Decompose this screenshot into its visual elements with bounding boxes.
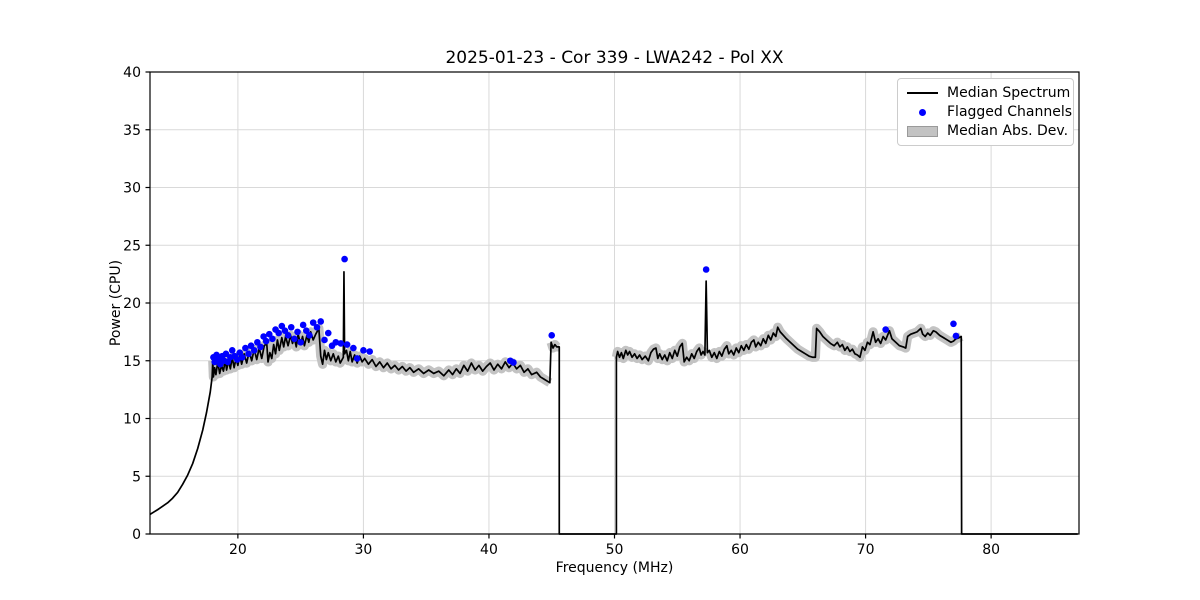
y-tick-label: 40 — [123, 65, 141, 81]
flagged-channel-dot — [250, 347, 258, 354]
flagged-channel-dot — [548, 332, 556, 339]
flagged-channel-dot — [284, 332, 292, 339]
flagged-channel-dot — [275, 329, 282, 337]
flagged-channel-dot — [262, 337, 270, 345]
legend-item-median-spectrum: Median Spectrum — [907, 85, 1070, 101]
flagged-channel-dot — [313, 323, 321, 331]
y-tick-label: 5 — [132, 469, 141, 485]
flagged-channel-dot — [360, 347, 367, 354]
legend-item-median-abs-dev: Median Abs. Dev. — [907, 123, 1068, 139]
x-tick-label: 20 — [229, 542, 247, 558]
legend-marker-sample — [919, 108, 926, 116]
x-tick-label: 70 — [857, 542, 875, 558]
x-tick-label: 80 — [982, 542, 1000, 558]
y-axis-label: Power (CPU) — [108, 259, 124, 347]
flagged-channel-dot — [321, 336, 328, 344]
flagged-channel-dot — [247, 342, 255, 350]
flagged-channel-dot — [343, 341, 351, 348]
y-tick-label: 30 — [123, 181, 141, 197]
legend-marker-sample-wrap — [907, 104, 938, 120]
flagged-channel-dot — [332, 338, 340, 346]
x-tick-label: 30 — [355, 542, 373, 558]
legend-patch-sample — [907, 125, 938, 137]
flagged-channel-dot — [337, 340, 345, 347]
legend-label: Flagged Channels — [947, 104, 1073, 120]
flagged-channel-dot — [950, 320, 957, 328]
flagged-channel-dot — [510, 359, 517, 366]
flagged-channel-dot — [265, 330, 273, 338]
x-axis-label: Frequency (MHz) — [555, 560, 674, 576]
flagged-channel-dot — [294, 328, 301, 336]
flagged-channel-dot — [238, 353, 246, 361]
y-tick-label: 10 — [123, 412, 141, 428]
flagged-channel-dot — [882, 326, 889, 333]
y-tick-label: 25 — [123, 238, 141, 254]
flagged-channel-dot — [287, 323, 295, 331]
flagged-channel-dot — [291, 335, 298, 343]
y-tick-label: 20 — [123, 296, 141, 312]
flagged-channel-dot — [702, 266, 710, 273]
flagged-channel-dot — [257, 343, 264, 351]
flagged-channel-dot — [306, 332, 313, 339]
x-tick-label: 50 — [606, 542, 624, 558]
x-tick-label: 60 — [731, 542, 749, 558]
median-spectrum-line — [149, 270, 1078, 535]
flagged-channel-dot — [254, 338, 261, 346]
legend-line-sample — [907, 92, 938, 94]
y-tick-label: 0 — [132, 527, 141, 543]
y-tick-label: 35 — [123, 123, 141, 139]
legend: Median Spectrum Flagged Channels Median … — [897, 78, 1074, 146]
flagged-channel-dot — [278, 322, 286, 330]
flagged-channel-dot — [952, 332, 960, 340]
flagged-channel-dot — [269, 335, 276, 343]
legend-line-sample-wrap — [907, 85, 938, 101]
flagged-channel-dot — [366, 348, 373, 355]
flagged-channel-dot — [350, 344, 357, 352]
flagged-channel-dot — [324, 329, 332, 337]
flagged-channel-dot — [228, 347, 236, 354]
chart-title: 2025-01-23 - Cor 339 - LWA242 - Pol XX — [445, 48, 784, 68]
flagged-channel-dot — [317, 318, 325, 325]
flagged-channel-dot — [242, 344, 249, 352]
legend-patch-sample-wrap — [907, 123, 938, 139]
x-tick-label: 40 — [480, 542, 498, 558]
flagged-channel-dot — [245, 350, 252, 358]
flagged-channel-dot — [353, 355, 361, 362]
flagged-channel-dot — [302, 327, 310, 335]
flagged-channel-dot — [341, 255, 348, 263]
flagged-channel-dot — [299, 321, 307, 329]
flagged-channel-dot — [233, 356, 241, 363]
y-tick-label: 15 — [123, 354, 141, 370]
legend-label: Median Spectrum — [947, 85, 1071, 101]
legend-label: Median Abs. Dev. — [947, 123, 1069, 139]
flagged-channel-dot — [281, 327, 289, 335]
legend-item-flagged-channels: Flagged Channels — [907, 104, 1072, 120]
flagged-channel-dot — [309, 319, 317, 326]
mad-band — [704, 322, 964, 364]
flagged-channel-dot — [297, 338, 304, 346]
